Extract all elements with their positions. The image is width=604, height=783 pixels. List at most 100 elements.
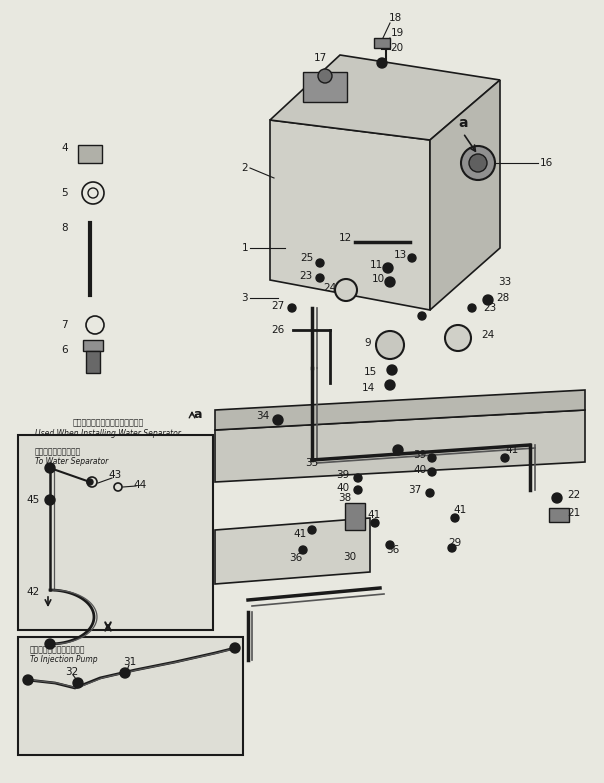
- Text: 41: 41: [454, 505, 467, 515]
- Bar: [345, 503, 365, 530]
- Polygon shape: [215, 390, 585, 430]
- Circle shape: [299, 546, 307, 554]
- Circle shape: [393, 445, 403, 455]
- Circle shape: [428, 468, 436, 476]
- Circle shape: [87, 477, 97, 487]
- Bar: [18, 435, 213, 630]
- Text: To Injection Pump: To Injection Pump: [30, 655, 98, 665]
- Text: 17: 17: [313, 53, 327, 63]
- Text: 9: 9: [365, 338, 371, 348]
- Circle shape: [468, 304, 476, 312]
- Circle shape: [428, 454, 436, 462]
- Bar: [18, 637, 243, 755]
- Circle shape: [445, 325, 471, 351]
- Text: 32: 32: [65, 667, 79, 677]
- Text: 22: 22: [567, 490, 580, 500]
- Circle shape: [120, 668, 130, 678]
- Text: 35: 35: [306, 458, 319, 468]
- Text: 14: 14: [361, 383, 374, 393]
- Text: 2: 2: [242, 163, 248, 173]
- Bar: [86, 351, 100, 373]
- Text: 36: 36: [289, 553, 303, 563]
- Text: 41: 41: [367, 510, 381, 520]
- Text: 27: 27: [271, 301, 284, 311]
- Text: 36: 36: [387, 545, 400, 555]
- Circle shape: [451, 514, 459, 522]
- Text: 42: 42: [27, 587, 40, 597]
- Circle shape: [73, 678, 83, 688]
- Circle shape: [376, 331, 404, 359]
- Circle shape: [371, 519, 379, 527]
- Text: 19: 19: [390, 28, 403, 38]
- Circle shape: [273, 415, 283, 425]
- Text: 30: 30: [344, 552, 356, 562]
- Circle shape: [316, 274, 324, 282]
- Text: ウォータセパレータ設置時に使用: ウォータセパレータ設置時に使用: [72, 418, 144, 428]
- Text: 39: 39: [413, 450, 426, 460]
- Text: 18: 18: [388, 13, 402, 23]
- Text: Used When Installing Water Separator: Used When Installing Water Separator: [35, 428, 181, 438]
- Text: 16: 16: [539, 158, 553, 168]
- Text: 29: 29: [448, 538, 461, 548]
- Circle shape: [316, 259, 324, 267]
- Circle shape: [426, 489, 434, 497]
- Text: 21: 21: [567, 508, 580, 518]
- Text: a: a: [458, 116, 467, 130]
- Text: 28: 28: [496, 293, 510, 303]
- Circle shape: [354, 486, 362, 494]
- Text: 26: 26: [271, 325, 284, 335]
- Text: 39: 39: [336, 470, 350, 480]
- Circle shape: [448, 544, 456, 552]
- Bar: [83, 340, 103, 351]
- Bar: [303, 72, 347, 102]
- Circle shape: [45, 463, 55, 473]
- Circle shape: [308, 526, 316, 534]
- Circle shape: [383, 263, 393, 273]
- Circle shape: [385, 277, 395, 287]
- Text: 15: 15: [364, 367, 377, 377]
- Circle shape: [354, 474, 362, 482]
- Circle shape: [288, 304, 296, 312]
- Text: 23: 23: [483, 303, 496, 313]
- Circle shape: [418, 312, 426, 320]
- Text: 34: 34: [256, 411, 269, 421]
- Circle shape: [87, 479, 93, 485]
- Text: To Water Separator: To Water Separator: [35, 457, 108, 467]
- Circle shape: [461, 146, 495, 180]
- Circle shape: [335, 279, 357, 301]
- Text: 44: 44: [133, 480, 147, 490]
- Text: 7: 7: [62, 320, 68, 330]
- Text: 31: 31: [123, 657, 137, 667]
- Text: 40: 40: [413, 465, 426, 475]
- Text: 37: 37: [408, 485, 422, 495]
- Circle shape: [230, 643, 240, 653]
- Text: 43: 43: [108, 470, 121, 480]
- Text: 5: 5: [62, 188, 68, 198]
- Text: 20: 20: [390, 43, 403, 53]
- Text: 41: 41: [294, 529, 307, 539]
- Text: 40: 40: [336, 483, 350, 493]
- Text: 38: 38: [338, 493, 352, 503]
- Text: 6: 6: [62, 345, 68, 355]
- Polygon shape: [270, 55, 500, 140]
- Circle shape: [114, 483, 122, 491]
- Text: 24: 24: [481, 330, 495, 340]
- Circle shape: [408, 254, 416, 262]
- Text: 45: 45: [27, 495, 40, 505]
- Text: 13: 13: [393, 250, 406, 260]
- Circle shape: [385, 380, 395, 390]
- Circle shape: [45, 495, 55, 505]
- Polygon shape: [215, 410, 585, 482]
- Circle shape: [501, 454, 509, 462]
- Polygon shape: [215, 518, 370, 584]
- Polygon shape: [430, 80, 500, 310]
- Circle shape: [45, 639, 55, 649]
- Circle shape: [377, 58, 387, 68]
- Text: ウォータセパレータへ: ウォータセパレータへ: [35, 448, 82, 456]
- Text: 12: 12: [338, 233, 352, 243]
- Circle shape: [469, 154, 487, 172]
- Circle shape: [552, 493, 562, 503]
- Text: 10: 10: [371, 274, 385, 284]
- Text: 8: 8: [62, 223, 68, 233]
- Circle shape: [387, 365, 397, 375]
